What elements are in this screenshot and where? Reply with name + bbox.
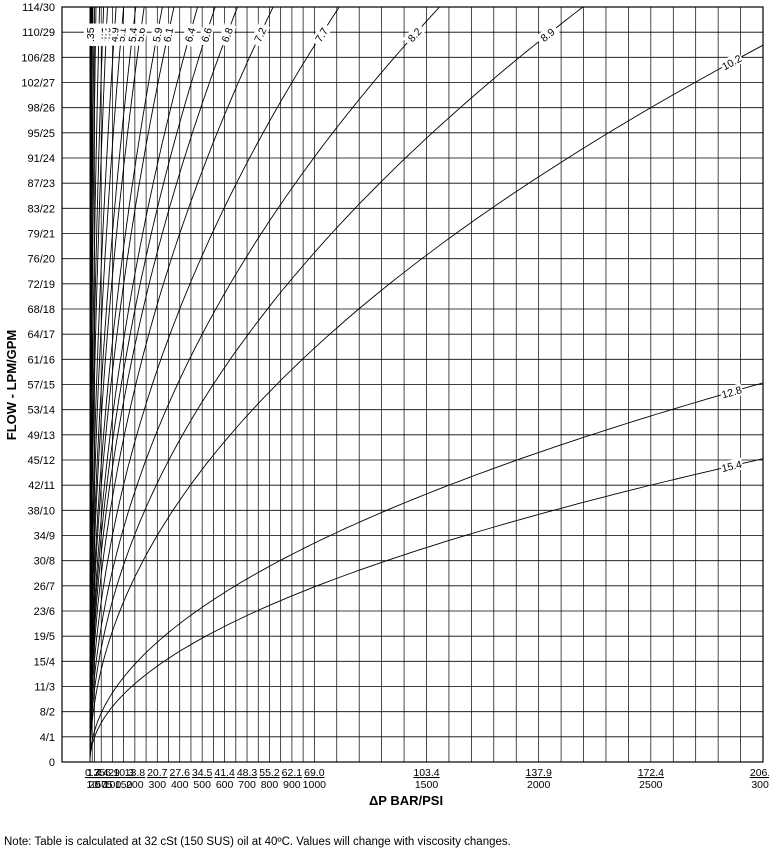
x-tick-label-bar: 27.6 — [170, 767, 191, 779]
y-tick-labels: 0 4/1 8/2 11/3 15/4 19/5 23/6 26/7 30/8 34/9 38/10… — [21, 2, 55, 769]
y-tick-label: 38/10 — [27, 505, 55, 517]
x-tick-label-psi: 900 — [283, 779, 301, 791]
y-tick-label: 49/13 — [27, 430, 55, 442]
x-tick-label-psi: 300 — [149, 779, 167, 791]
x-tick-label-bar: 69.0 — [304, 767, 325, 779]
x-tick-label-psi: 1500 — [415, 779, 439, 791]
x-tick-label-bar: 13.8 — [125, 767, 146, 779]
x-tick-label-psi: 2500 — [639, 779, 663, 791]
curve-label: 5.4 — [127, 27, 141, 43]
y-tick-label: 26/7 — [34, 581, 55, 593]
x-tick-label-bar: 20.7 — [147, 767, 168, 779]
x-tick-label-psi: 800 — [261, 779, 279, 791]
y-tick-label: 76/20 — [27, 254, 55, 266]
x-tick-label-psi: 700 — [238, 779, 256, 791]
x-tick-label-bar: 34.5 — [192, 767, 213, 779]
y-tick-label: 106/28 — [21, 52, 55, 64]
curve-label: .35 — [85, 27, 97, 42]
x-tick-label-psi: 600 — [216, 779, 234, 791]
y-tick-label: 45/12 — [27, 455, 55, 467]
y-tick-label: 95/25 — [27, 128, 55, 140]
y-tick-label: 19/5 — [34, 631, 55, 643]
x-tick-label-bar: 103.4 — [413, 767, 439, 779]
y-tick-label: 72/19 — [27, 279, 55, 291]
y-tick-label: 83/22 — [27, 203, 55, 215]
y-tick-label: 110/29 — [22, 27, 55, 39]
y-tick-label: 42/11 — [28, 480, 55, 492]
y-tick-label: 15/4 — [34, 656, 55, 668]
x-tick-label-psi: 3000 — [751, 779, 769, 791]
y-tick-label: 34/9 — [34, 531, 55, 543]
y-tick-label: 64/17 — [27, 329, 55, 341]
x-tick-label-psi: 400 — [171, 779, 189, 791]
grid — [62, 7, 763, 762]
y-tick-label: 0 — [49, 757, 55, 769]
x-tick-label-psi: 200 — [126, 779, 144, 791]
y-tick-label: 4/1 — [40, 732, 55, 744]
y-tick-label: 53/14 — [27, 405, 55, 417]
y-tick-label: 91/24 — [27, 153, 55, 165]
x-tick-label-psi: 1000 — [303, 779, 327, 791]
y-tick-label: 23/6 — [34, 606, 55, 618]
x-tick-label-psi: 500 — [193, 779, 211, 791]
x-tick-label-bar: 48.3 — [237, 767, 258, 779]
y-axis-title: FLOW - LPM/GPM — [4, 330, 19, 440]
y-tick-label: 102/27 — [21, 78, 55, 90]
y-tick-label: 79/21 — [27, 229, 55, 241]
y-tick-label: 87/23 — [27, 178, 55, 190]
y-tick-label: 11/3 — [34, 682, 55, 694]
y-tick-label: 68/18 — [27, 304, 55, 316]
x-tick-labels: 0.7101.4203.4505.2756.910010.315013.8200… — [85, 767, 769, 791]
footnote: Note: Table is calculated at 32 cSt (150… — [4, 836, 511, 848]
y-tick-label: 30/8 — [34, 556, 55, 568]
y-tick-label: 114/30 — [22, 2, 55, 14]
x-tick-label-bar: 55.2 — [259, 767, 280, 779]
x-tick-label-bar: 206.9 — [750, 767, 769, 779]
x-axis-title: ΔP BAR/PSI — [369, 793, 443, 808]
x-tick-label-psi: 2000 — [527, 779, 551, 791]
y-tick-label: 61/16 — [27, 354, 55, 366]
y-tick-label: 57/15 — [27, 380, 55, 392]
y-tick-label: 98/26 — [27, 103, 55, 115]
x-tick-label-bar: 62.1 — [282, 767, 303, 779]
x-tick-label-bar: 172.4 — [638, 767, 664, 779]
curve-label: 15.4 — [721, 459, 744, 475]
curve-label: 12.8 — [720, 384, 743, 401]
y-tick-label: 8/2 — [40, 707, 55, 719]
x-tick-label-bar: 137.9 — [526, 767, 552, 779]
x-tick-label-bar: 41.4 — [214, 767, 235, 779]
